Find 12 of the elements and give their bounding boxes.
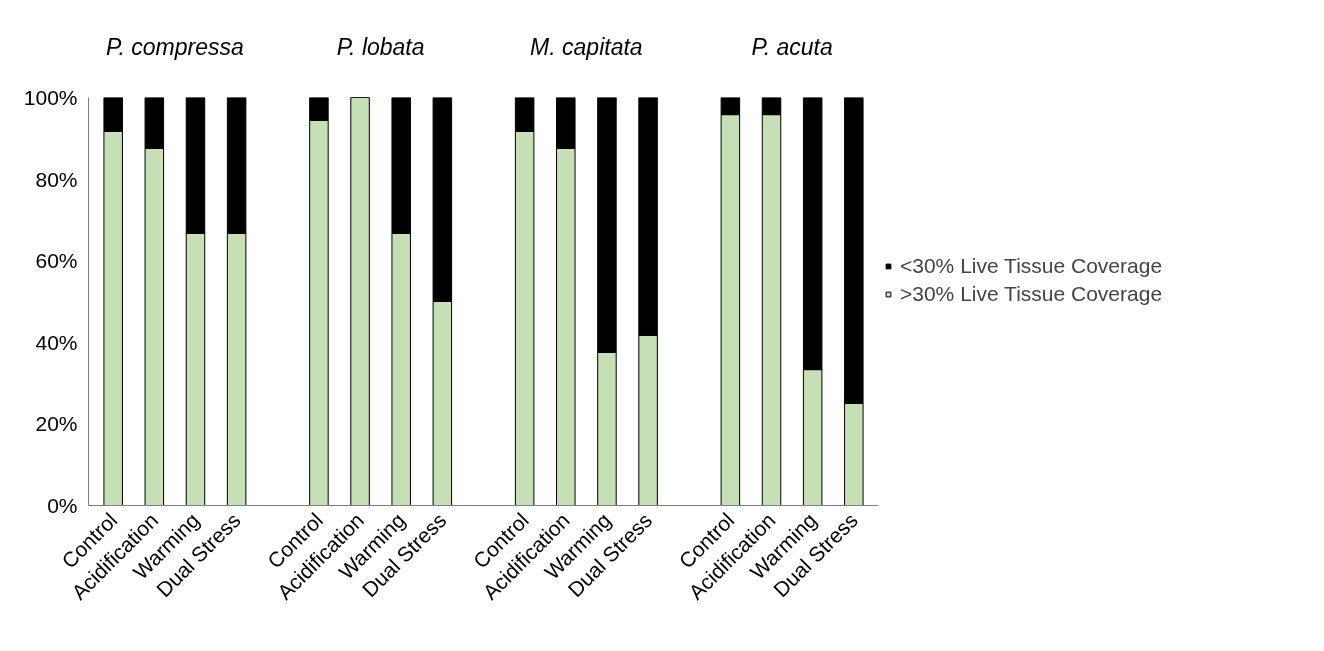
y-tick-label: 100%: [23, 86, 78, 109]
text: P. acuta: [751, 34, 833, 60]
text: P. lobata: [336, 34, 425, 60]
legend-label: >30% Live Tissue Coverage: [900, 282, 1163, 306]
y-tick-label: 40%: [35, 330, 78, 354]
y-tick-label: 0%: [47, 494, 78, 517]
text: M. capitata: [530, 34, 643, 60]
y-tick-label: 60%: [35, 249, 78, 273]
y-tick-label: 20%: [35, 412, 78, 436]
legend-label: <30% Live Tissue Coverage: [900, 254, 1163, 278]
text: P. compressa: [106, 34, 244, 60]
y-tick-label: 80%: [35, 167, 78, 191]
